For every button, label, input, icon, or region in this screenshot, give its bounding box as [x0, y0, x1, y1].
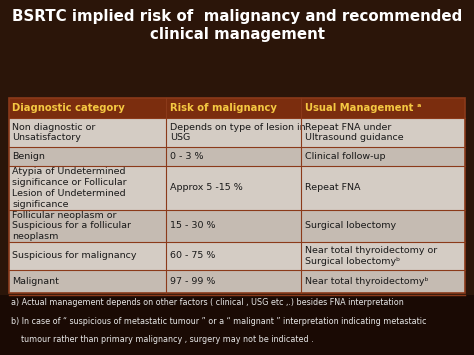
- Text: Diagnostic category: Diagnostic category: [12, 103, 125, 113]
- Text: tumour rather than primary malignancy , surgery may not be indicated .: tumour rather than primary malignancy , …: [11, 335, 313, 344]
- Text: 97 - 99 %: 97 - 99 %: [170, 277, 215, 286]
- Text: Non diagnostic or
Unsatisfactory: Non diagnostic or Unsatisfactory: [12, 123, 96, 142]
- Text: Clinical follow-up: Clinical follow-up: [305, 152, 385, 161]
- Bar: [9, 98, 465, 118]
- Text: b) In case of “ suspicious of metastatic tumour ” or a “ malignant ” interpretat: b) In case of “ suspicious of metastatic…: [11, 317, 427, 326]
- Bar: [9, 166, 465, 210]
- Text: Atypia of Undetermined
significance or Follicular
Lesion of Undetermined
signifi: Atypia of Undetermined significance or F…: [12, 167, 127, 209]
- Text: Usual Management ᵃ: Usual Management ᵃ: [305, 103, 421, 113]
- Bar: [9, 98, 465, 293]
- Text: a) Actual management depends on other factors ( clinical , USG etc ,.) besides F: a) Actual management depends on other fa…: [11, 298, 404, 307]
- Text: Depends on type of lesion in
USG: Depends on type of lesion in USG: [170, 123, 306, 142]
- Text: Approx 5 -15 %: Approx 5 -15 %: [170, 184, 243, 192]
- Text: Suspicious for malignancy: Suspicious for malignancy: [12, 251, 137, 260]
- Bar: [0, 295, 474, 355]
- Text: Surgical lobectomy: Surgical lobectomy: [305, 222, 396, 230]
- Text: BSRTC implied risk of  malignancy and recommended
clinical management: BSRTC implied risk of malignancy and rec…: [12, 9, 462, 42]
- Text: 15 - 30 %: 15 - 30 %: [170, 222, 216, 230]
- Text: Risk of malignancy: Risk of malignancy: [170, 103, 277, 113]
- Text: Near total thyroidectomy or
Surgical lobectomyᵇ: Near total thyroidectomy or Surgical lob…: [305, 246, 437, 266]
- Text: Benign: Benign: [12, 152, 45, 161]
- Text: Repeat FNA under
Ultrasound guidance: Repeat FNA under Ultrasound guidance: [305, 123, 403, 142]
- Bar: [9, 242, 465, 269]
- Text: 0 - 3 %: 0 - 3 %: [170, 152, 203, 161]
- Bar: [9, 118, 465, 147]
- Bar: [9, 210, 465, 242]
- Bar: [9, 147, 465, 166]
- Text: Malignant: Malignant: [12, 277, 59, 286]
- Text: Follicular neoplasm or
Suspicious for a follicular
neoplasm: Follicular neoplasm or Suspicious for a …: [12, 211, 131, 241]
- Text: Repeat FNA: Repeat FNA: [305, 184, 360, 192]
- Text: 60 - 75 %: 60 - 75 %: [170, 251, 215, 260]
- Bar: [9, 269, 465, 293]
- Text: Near total thyroidectomyᵇ: Near total thyroidectomyᵇ: [305, 277, 428, 286]
